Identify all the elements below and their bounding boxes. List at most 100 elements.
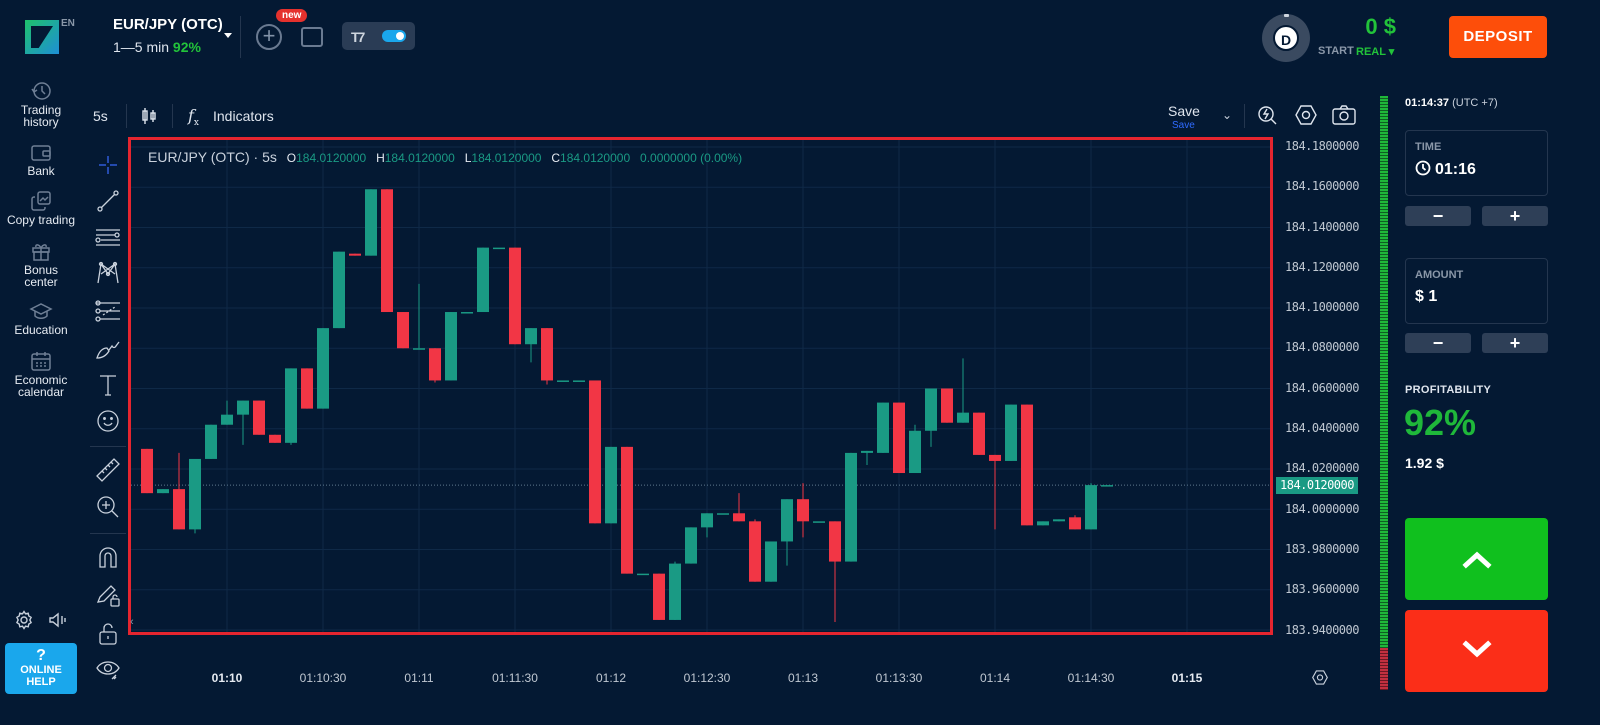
interval-selector[interactable]: 5s xyxy=(93,108,108,124)
price-tick: 184.0000000 xyxy=(1285,502,1359,516)
time-tick: 01:13 xyxy=(787,671,819,685)
legend-high: 184.0120000 xyxy=(384,151,455,165)
layout-button[interactable] xyxy=(301,27,323,47)
sidebar-item-bonus-center[interactable]: Bonus center xyxy=(0,240,82,288)
sidebar-item-trading-history[interactable]: Trading history xyxy=(0,80,82,128)
indicators-fx-icon[interactable]: fx xyxy=(188,106,199,129)
tool-divider xyxy=(90,446,126,447)
amount-plus-button[interactable]: + xyxy=(1482,333,1548,353)
sound-button[interactable] xyxy=(47,610,69,635)
time-tick: 01:10 xyxy=(211,671,243,685)
price-tick: 184.0800000 xyxy=(1285,340,1359,354)
save-dropdown-chevron-icon[interactable]: ⌄ xyxy=(1222,108,1233,122)
amount-field[interactable]: AMOUNT $ 1 xyxy=(1405,258,1548,324)
legend-title: EUR/JPY (OTC) · 5s xyxy=(148,149,277,165)
toggle-switch[interactable] xyxy=(382,30,406,42)
amount-minus-button[interactable]: − xyxy=(1405,333,1471,353)
hide-drawings-tool[interactable] xyxy=(95,656,121,682)
sell-down-button[interactable] xyxy=(1405,610,1548,692)
tradingview-toggle[interactable]: T7 xyxy=(342,22,415,50)
brush-icon xyxy=(96,341,120,359)
sidebar-label: Economic xyxy=(14,373,68,387)
measure-tool[interactable] xyxy=(95,457,121,483)
toolbar-divider xyxy=(1244,104,1245,128)
magnet-tool[interactable] xyxy=(95,544,121,570)
candlestick-chart[interactable] xyxy=(131,140,1271,633)
emoji-tool[interactable] xyxy=(95,408,121,434)
brand-logo[interactable] xyxy=(25,20,59,54)
buy-up-button[interactable] xyxy=(1405,518,1548,600)
gift-icon xyxy=(32,244,50,261)
crosshair-icon xyxy=(99,156,117,174)
quick-search-button[interactable] xyxy=(1256,104,1278,131)
calendar-icon xyxy=(31,352,51,371)
save-layout-button[interactable]: Save xyxy=(1168,103,1200,119)
toolbar-divider xyxy=(126,104,127,128)
add-chart-button[interactable]: + xyxy=(256,24,282,50)
brush-tool[interactable] xyxy=(95,336,121,362)
time-plus-button[interactable]: + xyxy=(1482,206,1548,226)
amount-label: AMOUNT xyxy=(1415,269,1464,281)
asset-dropdown-caret-icon[interactable] xyxy=(224,33,232,38)
pattern-tool[interactable] xyxy=(95,260,121,286)
asset-name[interactable]: EUR/JPY (OTC) xyxy=(113,16,223,33)
price-tick: 184.0400000 xyxy=(1285,421,1359,435)
sidebar-item-copy-trading[interactable]: Copy trading xyxy=(0,190,82,226)
candlestick-icon xyxy=(142,108,156,124)
chart-type-button[interactable] xyxy=(140,106,158,131)
toolbar-divider xyxy=(172,104,173,128)
sidebar-label: calendar xyxy=(17,385,65,399)
horizontal-lines-tool[interactable] xyxy=(95,224,121,250)
deposit-button[interactable]: DEPOSIT xyxy=(1449,16,1547,58)
legend-change: 0.0000000 (0.00%) xyxy=(640,151,743,165)
fibonacci-icon xyxy=(95,300,120,322)
asset-details[interactable]: 1—5 min 92% xyxy=(113,39,201,55)
zoom-in-tool[interactable] xyxy=(95,494,121,520)
axis-settings-button[interactable] xyxy=(1312,670,1328,690)
time-tick: 01:14 xyxy=(979,671,1011,685)
indicators-button[interactable]: Indicators xyxy=(213,108,274,124)
wallet-icon xyxy=(31,145,51,161)
sidebar-item-education[interactable]: Education xyxy=(0,302,82,336)
price-tick: 184.1000000 xyxy=(1285,300,1359,314)
sidebar-label: center xyxy=(24,275,58,289)
trend-line-tool[interactable] xyxy=(95,188,121,214)
avatar[interactable]: D xyxy=(1273,25,1299,51)
sidebar-item-economic-calendar[interactable]: Economic calendar xyxy=(0,350,82,398)
smiley-icon xyxy=(97,410,119,432)
price-tick: 184.1600000 xyxy=(1285,179,1359,193)
horizontal-lines-icon xyxy=(95,229,120,246)
server-clock: 01:14:37 (UTC +7) xyxy=(1405,97,1498,109)
help-question-icon: ? xyxy=(36,647,46,664)
online-help-button[interactable]: ? ONLINE HELP xyxy=(5,643,77,694)
asset-duration: 1—5 min xyxy=(113,39,170,55)
sidebar-item-bank[interactable]: Bank xyxy=(0,143,82,177)
sidebar-label: Copy trading xyxy=(6,213,76,227)
trader-sentiment-bar xyxy=(1380,96,1388,690)
lock-all-tool[interactable] xyxy=(95,620,121,646)
time-value[interactable]: 01:16 xyxy=(1415,160,1476,179)
crosshair-tool[interactable] xyxy=(95,152,121,178)
account-balance: 0 $ xyxy=(1365,14,1396,39)
price-tick: 184.1800000 xyxy=(1285,139,1359,153)
amount-input[interactable]: $ 1 xyxy=(1415,288,1438,305)
fib-tool[interactable] xyxy=(95,298,121,324)
settings-button[interactable] xyxy=(14,610,34,635)
time-field[interactable]: TIME 01:16 xyxy=(1405,130,1548,196)
sidebar-label: Bonus xyxy=(23,263,59,277)
gear-icon xyxy=(15,610,33,630)
speaker-icon xyxy=(49,612,66,628)
time-tick: 01:12 xyxy=(595,671,627,685)
legend-low: 184.0120000 xyxy=(471,151,542,165)
help-label: ONLINE xyxy=(20,664,62,676)
price-tick: 184.1400000 xyxy=(1285,220,1359,234)
ruler-icon xyxy=(96,458,120,482)
account-type-selector[interactable]: REAL ▾ xyxy=(1356,46,1395,58)
time-minus-button[interactable]: − xyxy=(1405,206,1471,226)
screenshot-button[interactable] xyxy=(1332,105,1356,130)
scroll-left-chevron-icon[interactable]: ‹ xyxy=(130,616,134,628)
lock-drawings-tool[interactable] xyxy=(95,582,121,608)
text-tool[interactable] xyxy=(95,372,121,398)
chart-settings-button[interactable] xyxy=(1295,105,1317,130)
language-selector[interactable]: EN xyxy=(61,18,75,29)
